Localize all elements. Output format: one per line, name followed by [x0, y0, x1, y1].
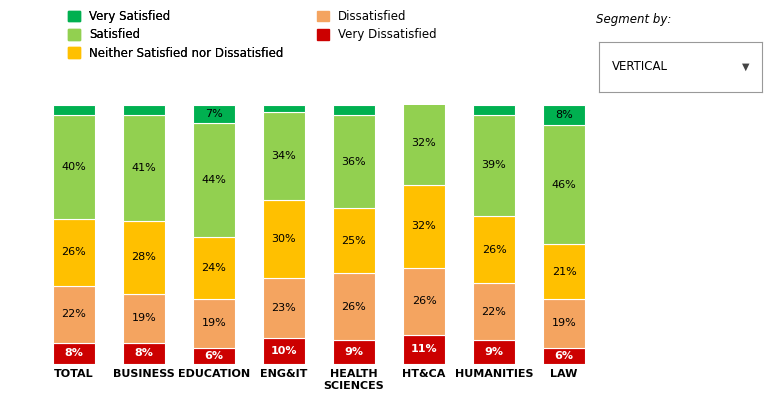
Text: 9%: 9%: [345, 347, 363, 357]
Bar: [403, 102, 445, 185]
Text: 21%: 21%: [552, 267, 576, 277]
Bar: [263, 200, 305, 278]
Bar: [193, 348, 235, 364]
Text: VERTICAL: VERTICAL: [612, 60, 668, 74]
Text: 44%: 44%: [202, 175, 226, 185]
Bar: [543, 348, 585, 364]
Bar: [543, 104, 585, 125]
Bar: [263, 112, 305, 200]
Bar: [193, 237, 235, 299]
Text: 40%: 40%: [61, 162, 86, 172]
Bar: [333, 104, 375, 115]
Bar: [333, 208, 375, 273]
Legend: Very Satisfied, Satisfied, Neither Satisfied nor Dissatisfied: Very Satisfied, Satisfied, Neither Satis…: [68, 10, 284, 60]
Bar: [403, 185, 445, 268]
Bar: [403, 268, 445, 335]
Text: 41%: 41%: [131, 163, 156, 173]
Bar: [333, 115, 375, 208]
Text: 6%: 6%: [205, 351, 223, 361]
Text: 26%: 26%: [412, 296, 436, 306]
Bar: [333, 340, 375, 364]
Text: 32%: 32%: [412, 138, 436, 148]
Bar: [403, 335, 445, 364]
Text: 19%: 19%: [202, 319, 226, 329]
Bar: [263, 104, 305, 112]
Text: 26%: 26%: [342, 302, 366, 312]
Bar: [543, 299, 585, 348]
Bar: [193, 299, 235, 348]
Bar: [193, 122, 235, 237]
Text: 36%: 36%: [342, 156, 366, 166]
Text: 22%: 22%: [482, 307, 506, 317]
Text: 10%: 10%: [271, 346, 297, 356]
Text: 9%: 9%: [485, 347, 503, 357]
Bar: [543, 125, 585, 245]
Text: 8%: 8%: [135, 348, 153, 358]
Text: 8%: 8%: [555, 110, 573, 120]
Bar: [53, 115, 95, 219]
Text: 19%: 19%: [131, 314, 156, 323]
Bar: [123, 104, 165, 115]
Bar: [473, 283, 515, 340]
Text: 28%: 28%: [131, 252, 156, 263]
Legend: Dissatisfied, Very Dissatisfied: Dissatisfied, Very Dissatisfied: [317, 10, 437, 41]
Text: 32%: 32%: [412, 221, 436, 231]
Bar: [123, 343, 165, 364]
Bar: [53, 343, 95, 364]
Bar: [123, 221, 165, 294]
Text: 6%: 6%: [555, 351, 573, 361]
Bar: [53, 286, 95, 343]
Text: 22%: 22%: [61, 309, 86, 319]
Bar: [123, 115, 165, 221]
Bar: [263, 278, 305, 338]
Text: 34%: 34%: [272, 151, 296, 161]
Text: 8%: 8%: [65, 348, 83, 358]
Bar: [53, 219, 95, 286]
Bar: [263, 338, 305, 364]
Text: 7%: 7%: [205, 109, 223, 119]
Text: 23%: 23%: [272, 303, 296, 313]
Bar: [473, 216, 515, 283]
Text: ▼: ▼: [742, 62, 749, 72]
Text: 25%: 25%: [342, 236, 366, 245]
Text: 26%: 26%: [482, 245, 506, 255]
Bar: [473, 104, 515, 115]
Text: 26%: 26%: [61, 247, 86, 257]
Text: 39%: 39%: [482, 161, 506, 171]
Bar: [473, 115, 515, 216]
Text: 19%: 19%: [552, 319, 576, 329]
Bar: [543, 245, 585, 299]
Bar: [123, 294, 165, 343]
Bar: [193, 104, 235, 122]
Text: 46%: 46%: [552, 180, 576, 190]
Bar: [473, 340, 515, 364]
Text: 30%: 30%: [272, 234, 296, 244]
Bar: [53, 104, 95, 115]
Text: Segment by:: Segment by:: [597, 13, 671, 25]
Bar: [333, 273, 375, 340]
Text: 11%: 11%: [411, 344, 437, 354]
Text: 24%: 24%: [202, 263, 226, 273]
